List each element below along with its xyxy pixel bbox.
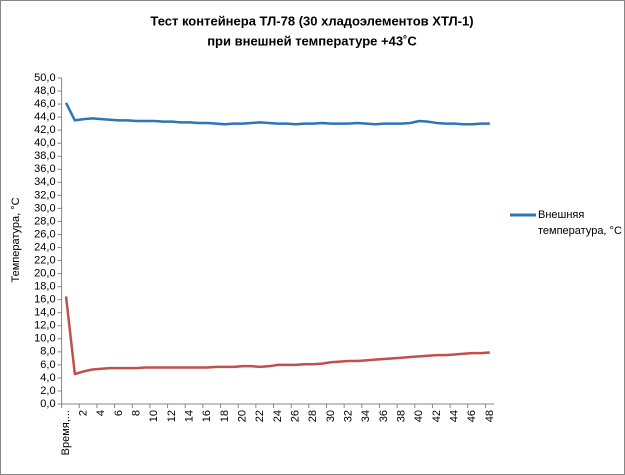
x-tick-label: 32: [342, 410, 354, 422]
x-tick-label: 38: [395, 410, 407, 422]
x-tick-label: 14: [184, 410, 196, 422]
x-tick-label: 30: [325, 410, 337, 422]
y-tick-label: 48,0: [34, 85, 55, 97]
chart-title: Тест контейнера ТЛ-78 (30 хладоэлементов…: [150, 13, 473, 28]
x-tick-label: 22: [254, 410, 266, 422]
y-tick-label: 12,0: [34, 320, 55, 332]
y-tick-label: 40,0: [34, 137, 55, 149]
x-tick-label: 46: [466, 410, 478, 422]
y-tick-label: 14,0: [34, 307, 55, 319]
y-tick-label: 16,0: [34, 294, 55, 306]
x-tick-label: 28: [307, 410, 319, 422]
y-tick-label: 32,0: [34, 189, 55, 201]
y-tick-label: 22,0: [34, 254, 55, 266]
y-tick-label: 4,0: [40, 372, 55, 384]
x-tick-label: 6: [113, 410, 125, 416]
x-tick-label: 2: [78, 410, 90, 416]
x-tick-label: 20: [237, 410, 249, 422]
x-tick-label: 26: [290, 410, 302, 422]
y-tick-label: 26,0: [34, 228, 55, 240]
x-tick-label: 4: [95, 410, 107, 416]
y-tick-label: 20,0: [34, 268, 55, 280]
x-tick-label: 10: [148, 410, 160, 422]
y-tick-label: 24,0: [34, 241, 55, 253]
x-tick-label: 48: [484, 410, 496, 422]
y-tick-label: 8,0: [40, 346, 55, 358]
chart-title: при внешней температуре +43˚С: [207, 33, 417, 48]
x-tick-label: 44: [448, 410, 460, 422]
y-tick-label: 30,0: [34, 202, 55, 214]
y-tick-label: 42,0: [34, 124, 55, 136]
y-tick-label: 50,0: [34, 72, 55, 84]
x-tick-label: 24: [272, 410, 284, 422]
legend-label: Внешняя температура, °С: [538, 209, 622, 237]
y-tick-label: 28,0: [34, 215, 55, 227]
series-line: [64, 296, 490, 376]
x-tick-label: 36: [378, 410, 390, 422]
x-tick-label: 34: [360, 410, 372, 422]
x-tick-label: 42: [431, 410, 443, 422]
y-tick-label: 0,0: [40, 398, 55, 410]
x-tick-label: 8: [131, 410, 143, 416]
x-tick-label: Время,...: [60, 410, 72, 455]
y-tick-label: 36,0: [34, 163, 55, 175]
series-line: [64, 102, 490, 126]
y-tick-label: 2,0: [40, 385, 55, 397]
y-tick-label: 38,0: [34, 150, 55, 162]
x-tick-label: 40: [413, 410, 425, 422]
x-tick-label: 12: [166, 410, 178, 422]
y-tick-label: 46,0: [34, 98, 55, 110]
x-tick-label: 16: [201, 410, 213, 422]
y-tick-label: 44,0: [34, 111, 55, 123]
y-tick-label: 10,0: [34, 333, 55, 345]
x-tick-label: 18: [219, 410, 231, 422]
y-tick-label: 6,0: [40, 359, 55, 371]
y-tick-label: 18,0: [34, 281, 55, 293]
y-axis-label: Температура, °С: [10, 197, 22, 282]
y-tick-label: 34,0: [34, 176, 55, 188]
